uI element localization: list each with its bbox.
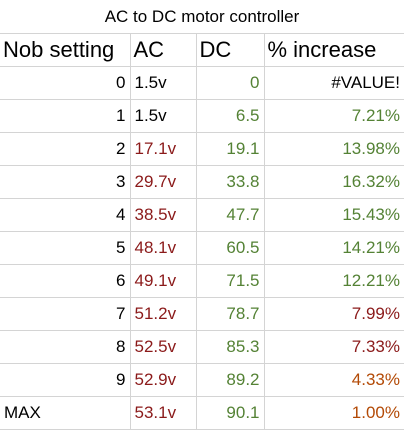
cell-percent-increase[interactable]: 7.21% xyxy=(264,99,404,133)
cell-nob-setting[interactable]: 3 xyxy=(0,165,131,199)
cell-nob-setting[interactable]: 9 xyxy=(0,363,131,397)
cell-percent-increase[interactable]: 13.98% xyxy=(264,132,404,166)
sheet-title[interactable]: AC to DC motor controller xyxy=(0,0,404,34)
cell-dc[interactable]: 0 xyxy=(196,66,265,100)
cell-ac[interactable]: 1.5v xyxy=(130,99,197,133)
table-row: 7 51.2v 78.7 7.99% xyxy=(0,297,404,331)
data-table: Nob setting AC DC % increase 0 1.5v 0 #VALU… xyxy=(0,34,404,430)
header-nob-setting[interactable]: Nob setting xyxy=(0,34,131,67)
header-row: Nob setting AC DC % increase xyxy=(0,34,404,67)
table-row: 2 17.1v 19.1 13.98% xyxy=(0,132,404,166)
table-row: 8 52.5v 85.3 7.33% xyxy=(0,330,404,364)
cell-nob-setting[interactable]: 2 xyxy=(0,132,131,166)
cell-percent-increase[interactable]: 1.00% xyxy=(264,396,404,430)
table-row: 1 1.5v 6.5 7.21% xyxy=(0,99,404,133)
cell-ac[interactable]: 38.5v xyxy=(130,198,197,232)
cell-ac[interactable]: 52.9v xyxy=(130,363,197,397)
table-row: MAX 53.1v 90.1 1.00% xyxy=(0,396,404,430)
cell-ac[interactable]: 17.1v xyxy=(130,132,197,166)
cell-nob-setting[interactable]: 6 xyxy=(0,264,131,298)
cell-ac[interactable]: 51.2v xyxy=(130,297,197,331)
cell-ac[interactable]: 53.1v xyxy=(130,396,197,430)
cell-dc[interactable]: 78.7 xyxy=(196,297,265,331)
cell-dc[interactable]: 19.1 xyxy=(196,132,265,166)
cell-nob-setting[interactable]: 0 xyxy=(0,66,131,100)
cell-ac[interactable]: 49.1v xyxy=(130,264,197,298)
cell-dc[interactable]: 60.5 xyxy=(196,231,265,265)
cell-ac[interactable]: 29.7v xyxy=(130,165,197,199)
cell-percent-increase[interactable]: 12.21% xyxy=(264,264,404,298)
cell-ac[interactable]: 1.5v xyxy=(130,66,197,100)
cell-percent-increase[interactable]: 7.33% xyxy=(264,330,404,364)
cell-percent-increase[interactable]: 4.33% xyxy=(264,363,404,397)
header-ac[interactable]: AC xyxy=(130,34,197,67)
cell-dc[interactable]: 90.1 xyxy=(196,396,265,430)
header-dc[interactable]: DC xyxy=(196,34,265,67)
cell-percent-increase[interactable]: 14.21% xyxy=(264,231,404,265)
cell-ac[interactable]: 48.1v xyxy=(130,231,197,265)
cell-dc[interactable]: 89.2 xyxy=(196,363,265,397)
header-percent-increase[interactable]: % increase xyxy=(264,34,404,67)
table-row: 4 38.5v 47.7 15.43% xyxy=(0,198,404,232)
cell-percent-increase[interactable]: #VALUE! xyxy=(264,66,404,100)
cell-nob-setting[interactable]: MAX xyxy=(0,396,131,430)
cell-percent-increase[interactable]: 16.32% xyxy=(264,165,404,199)
cell-nob-setting[interactable]: 1 xyxy=(0,99,131,133)
cell-nob-setting[interactable]: 4 xyxy=(0,198,131,232)
cell-nob-setting[interactable]: 5 xyxy=(0,231,131,265)
table-row: 9 52.9v 89.2 4.33% xyxy=(0,363,404,397)
table-row: 6 49.1v 71.5 12.21% xyxy=(0,264,404,298)
cell-ac[interactable]: 52.5v xyxy=(130,330,197,364)
cell-dc[interactable]: 71.5 xyxy=(196,264,265,298)
cell-dc[interactable]: 6.5 xyxy=(196,99,265,133)
cell-dc[interactable]: 33.8 xyxy=(196,165,265,199)
cell-dc[interactable]: 47.7 xyxy=(196,198,265,232)
table-row: 5 48.1v 60.5 14.21% xyxy=(0,231,404,265)
cell-dc[interactable]: 85.3 xyxy=(196,330,265,364)
cell-percent-increase[interactable]: 15.43% xyxy=(264,198,404,232)
cell-nob-setting[interactable]: 8 xyxy=(0,330,131,364)
cell-percent-increase[interactable]: 7.99% xyxy=(264,297,404,331)
cell-nob-setting[interactable]: 7 xyxy=(0,297,131,331)
table-row: 3 29.7v 33.8 16.32% xyxy=(0,165,404,199)
table-row: 0 1.5v 0 #VALUE! xyxy=(0,66,404,100)
